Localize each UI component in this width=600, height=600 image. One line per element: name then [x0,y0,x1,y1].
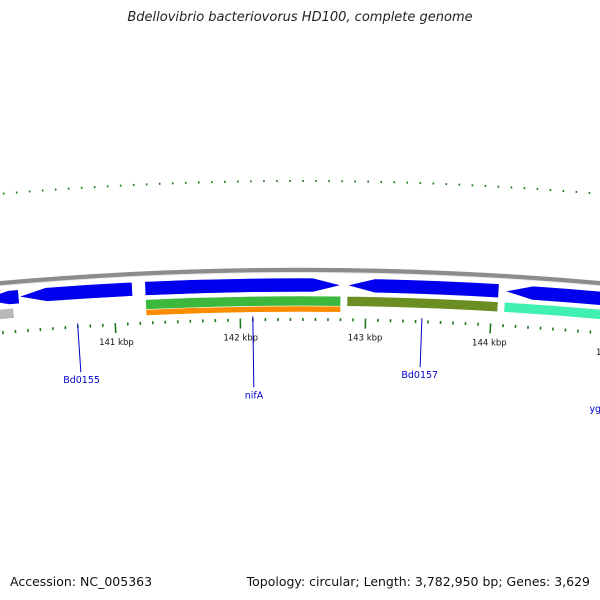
map-title: Bdellovibrio bacteriovorus HD100, comple… [127,10,473,25]
gene-label-leader [77,323,82,373]
genome-backbone [0,267,600,286]
gene-label-ygad: ygaD [589,404,600,415]
tick-label-141: 141 kbp [99,338,134,348]
major-tick [114,323,117,334]
gene-label-leader [419,318,423,368]
tick-label-145: 145 kbp [596,348,600,358]
gene-d [347,278,500,299]
gene-e [505,285,600,306]
accession-text: Accession: NC_005363 [10,574,153,589]
feature-aquamarine [503,301,600,320]
feature-olive [346,296,499,313]
gene-a [0,289,20,305]
gene-label-bd0157: Bd0157 [401,370,438,381]
major-tick [489,323,492,334]
genome-backbone-highlight [0,272,600,287]
feature-grey [0,307,15,320]
tick-label-142: 142 kbp [223,334,258,344]
gene-label-bd0155: Bd0155 [63,375,100,386]
gene-label-nifa: nifA [245,390,264,401]
genome-summary-text: Topology: circular; Length: 3,782,950 bp… [246,574,590,589]
gene-label-leader [252,316,255,388]
gene-c [144,277,341,296]
feature-orange [145,305,341,316]
tick-label-143: 143 kbp [348,334,383,344]
gene-b [18,281,134,302]
tick-label-144: 144 kbp [472,338,507,348]
